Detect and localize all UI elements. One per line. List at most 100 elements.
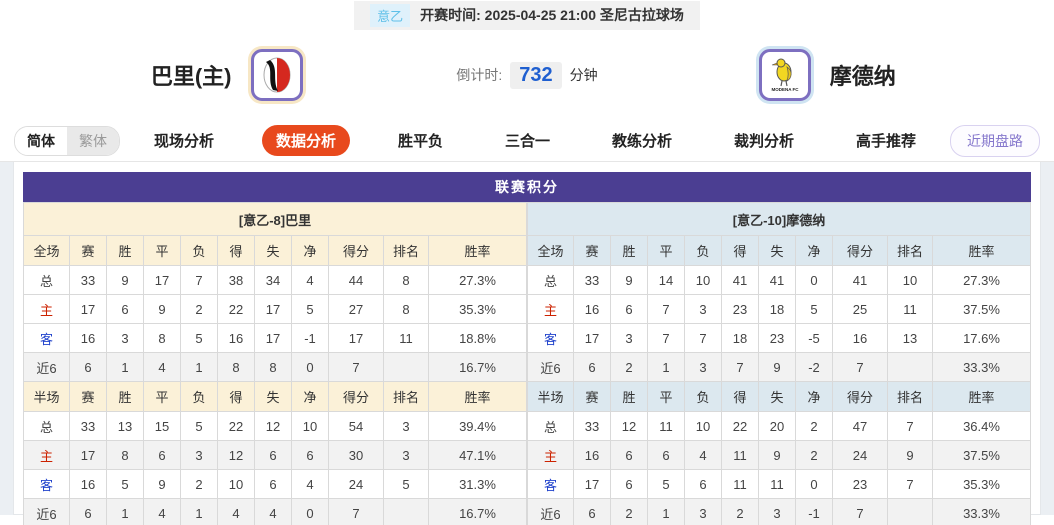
match-info-box: 意乙 开赛时间: 2025-04-25 21:00 圣尼古拉球场 — [354, 0, 700, 30]
stat-cell: 5 — [647, 469, 685, 499]
table-row: 总 33 9 17 7 38 34 4 44 8 27.3% — [23, 265, 527, 295]
column-header: 半场 — [527, 381, 574, 412]
tab-three-in-one[interactable]: 三合一 — [504, 133, 550, 150]
row-label: 近6 — [23, 498, 70, 525]
lang-simplified-button[interactable]: 简体 — [15, 126, 67, 155]
stat-cell: 18.8% — [428, 323, 527, 353]
stat-cell: 7 — [647, 294, 685, 324]
table-row: 主 16 6 7 3 23 18 5 25 11 37.5% — [527, 294, 1031, 324]
stat-cell — [383, 352, 429, 382]
column-header: 半场 — [23, 381, 70, 412]
table-row: 总 33 12 11 10 22 20 2 47 7 36.4% — [527, 411, 1031, 441]
stat-cell: 8 — [383, 294, 429, 324]
stat-cell: 37.5% — [932, 294, 1031, 324]
stat-cell: 0 — [795, 469, 833, 499]
column-header: 胜 — [106, 235, 144, 266]
stat-cell: -2 — [795, 352, 833, 382]
stat-cell: 1 — [180, 352, 218, 382]
away-team-name: 摩德纳 — [829, 64, 896, 89]
stat-cell: 11 — [758, 469, 796, 499]
tab-coach-analysis[interactable]: 教练分析 — [612, 133, 673, 150]
topbar: 意乙 开赛时间: 2025-04-25 21:00 圣尼古拉球场 — [0, 0, 1054, 30]
countdown-unit: 分钟 — [569, 67, 598, 83]
league-table-title: 联赛积分 — [23, 172, 1031, 202]
stat-cell: 2 — [180, 294, 218, 324]
column-header: 得 — [217, 381, 255, 412]
column-header: 胜 — [106, 381, 144, 412]
tab-referee-analysis[interactable]: 裁判分析 — [734, 133, 795, 150]
stat-cell: 22 — [721, 411, 759, 441]
stat-cell: 7 — [887, 411, 933, 441]
table-row: 客 17 3 7 7 18 23 -5 16 13 17.6% — [527, 323, 1031, 353]
column-header: 赛 — [69, 235, 107, 266]
stat-cell: 41 — [832, 265, 888, 295]
recent-odds-button[interactable]: 近期盘路 — [950, 124, 1040, 157]
stat-cell: 6 — [610, 440, 648, 470]
stat-cell: 0 — [291, 352, 329, 382]
stat-cell: 6 — [69, 352, 107, 382]
stat-cell: 4 — [291, 469, 329, 499]
stat-cell: 6 — [647, 440, 685, 470]
stat-cell: 5 — [106, 469, 144, 499]
stat-cell: -5 — [795, 323, 833, 353]
stat-cell: 7 — [647, 323, 685, 353]
league-table-card: 联赛积分 [意乙-8]巴里 全场赛胜平负得失净得分 排名 胜率总 33 9 17 7 38 34 4… — [13, 162, 1041, 525]
table-row: 主 16 6 6 4 11 9 2 24 9 37.5% — [527, 440, 1031, 470]
column-header: 负 — [684, 381, 722, 412]
countdown: 倒计时: 732 分钟 — [456, 61, 598, 89]
column-header: 得分 — [328, 235, 384, 266]
tab-win-draw-loss[interactable]: 胜平负 — [397, 133, 443, 150]
column-header: 失 — [758, 381, 796, 412]
stat-cell: 23 — [721, 294, 759, 324]
stat-cell: 3 — [758, 498, 796, 525]
stat-cell: 9 — [758, 440, 796, 470]
stat-cell: 8 — [106, 440, 144, 470]
tabs-nav: 现场分析 数据分析 胜平负 三合一 教练分析 裁判分析 高手推荐 — [120, 125, 950, 156]
stat-cell: -1 — [795, 498, 833, 525]
stat-cell: 3 — [684, 352, 722, 382]
stat-cell: 7 — [832, 498, 888, 525]
stat-cell: 6 — [573, 498, 611, 525]
row-label: 主 — [527, 294, 574, 324]
stat-cell: 31.3% — [428, 469, 527, 499]
stat-cell: 8 — [254, 352, 292, 382]
tab-expert-picks[interactable]: 高手推荐 — [856, 133, 917, 150]
home-halftime-header-row: 半场赛胜平负得失净得分 排名 胜率 — [23, 381, 527, 412]
stat-cell: 2 — [721, 498, 759, 525]
row-label: 主 — [23, 294, 70, 324]
stat-cell: 10 — [887, 265, 933, 295]
stat-cell: 7 — [180, 265, 218, 295]
column-header: 得分 — [832, 381, 888, 412]
stat-cell: 17 — [328, 323, 384, 353]
stat-cell: 12 — [254, 411, 292, 441]
tab-data-analysis[interactable]: 数据分析 — [261, 125, 350, 156]
stat-cell: 10 — [217, 469, 255, 499]
column-header: 排名 — [383, 235, 429, 266]
lang-traditional-button[interactable]: 繁体 — [67, 126, 119, 155]
stat-cell: 27.3% — [428, 265, 527, 295]
league-table-halves: [意乙-8]巴里 全场赛胜平负得失净得分 排名 胜率总 33 9 17 7 38 34 4 44 8 27… — [23, 202, 1031, 525]
stat-cell: 0 — [291, 498, 329, 525]
stat-cell: 17 — [254, 323, 292, 353]
row-label: 总 — [23, 265, 70, 295]
column-header: 净 — [795, 235, 833, 266]
row-label: 客 — [527, 469, 574, 499]
home-team: 巴里(主) — [0, 46, 456, 104]
column-header: 胜率 — [932, 235, 1031, 266]
stat-cell: 30 — [328, 440, 384, 470]
stat-cell: 8 — [143, 323, 181, 353]
column-header: 排名 — [887, 381, 933, 412]
stat-cell: 1 — [647, 352, 685, 382]
stat-cell: 10 — [684, 265, 722, 295]
table-row: 近6 6 1 4 1 4 4 0 7 16.7% — [23, 498, 527, 525]
tab-live-analysis[interactable]: 现场分析 — [153, 133, 214, 150]
stat-cell: 33.3% — [932, 498, 1031, 525]
tab-bar: 简体 繁体 现场分析 数据分析 胜平负 三合一 教练分析 裁判分析 高手推荐 近期盘路 — [0, 120, 1054, 162]
column-header: 平 — [143, 381, 181, 412]
stat-cell: 6 — [254, 440, 292, 470]
home-team-logo — [247, 46, 306, 104]
stat-cell: 7 — [832, 352, 888, 382]
stat-cell: 17 — [69, 294, 107, 324]
modena-crest-icon: MODENA FC — [758, 49, 811, 101]
stat-cell: 1 — [180, 498, 218, 525]
